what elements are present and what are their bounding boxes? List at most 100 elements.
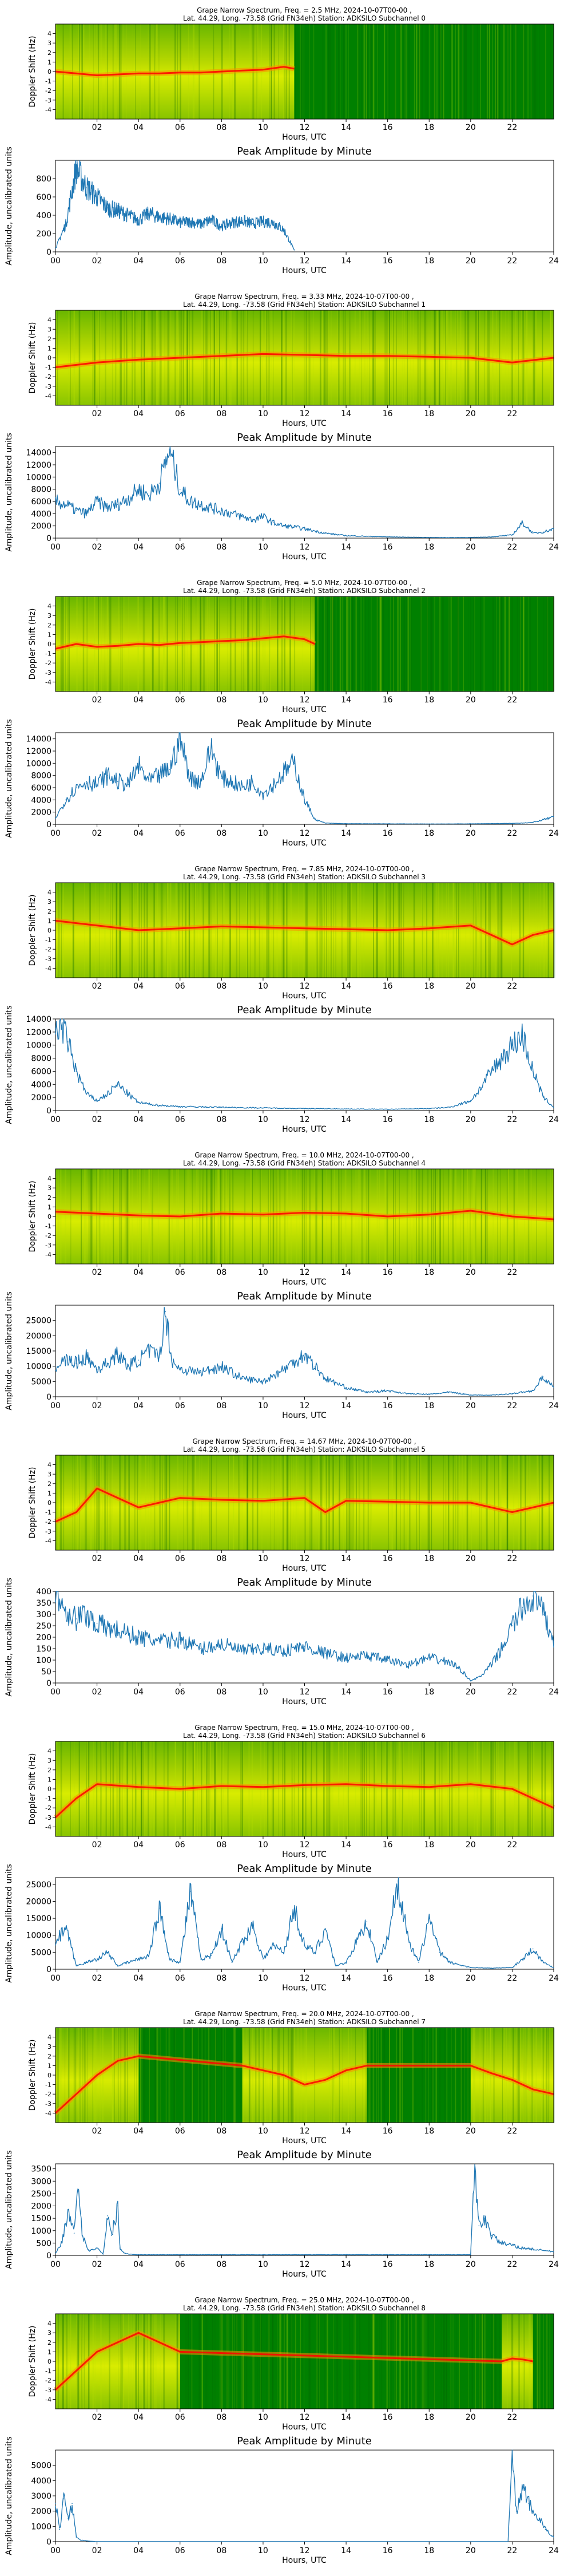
x-tick-label: 12 xyxy=(300,2413,310,2422)
y-axis-label: Doppler Shift (Hz) xyxy=(28,2326,37,2397)
spectrogram-streak xyxy=(136,2028,137,2123)
spectrogram-streak xyxy=(520,2028,521,2123)
spectrogram-streak xyxy=(487,2028,488,2123)
spectrogram-streak xyxy=(78,2028,79,2123)
x-tick-label: 04 xyxy=(133,1268,144,1277)
spectrogram-streak xyxy=(398,2028,400,2123)
amplitude-point xyxy=(106,207,108,209)
amplitude-point xyxy=(314,1951,316,1953)
y-tick-label: -2 xyxy=(45,1804,51,1812)
x-tick-label: 20 xyxy=(466,1974,476,1983)
amplitude-point xyxy=(532,822,534,823)
spectrogram-streak xyxy=(287,24,288,119)
y-tick-label: -2 xyxy=(45,87,51,94)
spectrogram-streak xyxy=(280,1455,281,1550)
spectrogram-streak xyxy=(142,2314,144,2409)
spectrogram-streak xyxy=(521,310,522,405)
spectrogram-streak xyxy=(281,310,283,405)
x-tick-label: 02 xyxy=(92,409,102,418)
spectrogram-streak xyxy=(526,310,528,405)
spectrogram-streak xyxy=(305,1741,307,1836)
x-tick-label: 00 xyxy=(50,2546,61,2555)
amplitude-point xyxy=(138,2254,139,2255)
x-tick-label: 12 xyxy=(300,1974,310,1983)
spectrogram-streak xyxy=(443,1169,444,1264)
y-tick-label: 8000 xyxy=(31,772,51,781)
amplitude-title: Peak Amplitude by Minute xyxy=(237,718,372,730)
spectrogram-streak xyxy=(380,596,382,692)
spectrogram-streak xyxy=(256,596,257,692)
x-tick-label: 16 xyxy=(383,1974,393,1983)
x-tick-label: 22 xyxy=(507,2413,518,2422)
spectrogram-streak xyxy=(106,1455,108,1550)
x-tick-label: 14 xyxy=(341,2413,351,2422)
spectrogram-streak xyxy=(212,2314,214,2409)
x-tick-label: 20 xyxy=(466,1554,476,1563)
x-tick-label: 02 xyxy=(92,1974,102,1983)
spectrogram-streak xyxy=(446,883,447,978)
spectrogram-streak xyxy=(389,2028,390,2123)
spectrogram-streak xyxy=(377,596,379,692)
spectrogram-streak xyxy=(59,1169,62,1264)
x-tick-label: 20 xyxy=(466,2260,476,2269)
y-tick-label: 0 xyxy=(46,1965,51,1974)
spectrogram-streak xyxy=(104,883,106,978)
y-tick-label: 1000 xyxy=(31,2227,51,2236)
spectrogram-streak xyxy=(349,596,351,692)
spectrogram-streak xyxy=(194,883,196,978)
amplitude-point xyxy=(345,1657,347,1658)
spectrogram-streak xyxy=(144,2028,145,2123)
y-tick-label: -1 xyxy=(45,364,51,372)
y-tick-label: -3 xyxy=(45,669,51,677)
x-tick-label: 04 xyxy=(133,2413,144,2422)
spectrogram-streak xyxy=(191,2314,193,2409)
spectrogram-streak xyxy=(316,1169,317,1264)
amplitude-point xyxy=(128,784,129,785)
spectrogram-streak xyxy=(451,24,453,119)
x-tick-label: 04 xyxy=(133,256,144,266)
amplitude-point xyxy=(387,1938,388,1939)
y-tick-label: 12000 xyxy=(26,1028,51,1037)
amplitude-point xyxy=(511,534,513,536)
spectrogram-streak xyxy=(59,883,61,978)
spectrogram-streak xyxy=(265,2314,267,2409)
spectrogram-streak xyxy=(404,24,406,119)
spectrogram-streak xyxy=(522,310,523,405)
spectrogram-streak xyxy=(208,1455,209,1550)
amplitude-point xyxy=(273,784,274,785)
amplitude-point xyxy=(179,488,181,490)
x-tick-label: 12 xyxy=(300,409,310,418)
spectrogram-streak xyxy=(96,1169,97,1264)
spectrogram-streak xyxy=(85,2028,86,2123)
spectrogram-streak xyxy=(106,24,108,119)
spectrogram-streak xyxy=(122,24,124,119)
y-tick-label: 400 xyxy=(36,211,51,220)
spectrogram-streak xyxy=(472,2028,475,2123)
y-tick-label: -4 xyxy=(45,2109,51,2117)
spectrogram-streak xyxy=(486,1455,488,1550)
spectrogram-streak xyxy=(241,596,243,692)
x-tick-label: 02 xyxy=(92,1688,102,1697)
spectrogram-streak xyxy=(408,24,410,119)
spectrogram-streak xyxy=(177,1455,179,1550)
x-tick-label: 06 xyxy=(175,1840,185,1850)
spectrogram-streak xyxy=(189,2028,191,2123)
spectrogram-streak xyxy=(315,1455,317,1550)
amplitude-point xyxy=(532,2249,534,2250)
spectrogram-streak xyxy=(227,1741,228,1836)
spectrogram-streak xyxy=(553,883,555,978)
x-tick-label: 22 xyxy=(507,123,518,132)
spectrogram-streak xyxy=(272,2314,273,2409)
spectrogram-streak xyxy=(134,2314,136,2409)
amplitude-point xyxy=(538,2518,540,2519)
spectrogram-streak xyxy=(414,2028,416,2123)
spectrogram-streak xyxy=(471,883,473,978)
amplitude-point xyxy=(293,762,295,764)
spectrogram-streak xyxy=(135,2314,137,2409)
spectrogram-active-region xyxy=(470,2028,554,2123)
y-tick-label: 5000 xyxy=(31,2462,51,2471)
spectrogram-streak xyxy=(531,24,533,119)
spectrogram-streak xyxy=(509,596,510,692)
amplitude-point xyxy=(314,819,316,820)
spectrogram-streak xyxy=(539,2314,541,2409)
